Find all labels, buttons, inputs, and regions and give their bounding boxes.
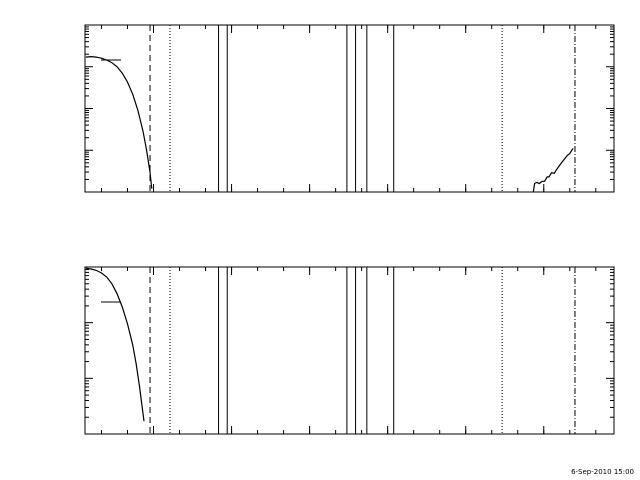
footer-stamp: 6-Sep-2010 15:00 bbox=[571, 468, 634, 476]
plot-frame bbox=[84, 24, 615, 193]
series-line-0 bbox=[85, 55, 153, 189]
series-line-0 bbox=[85, 267, 145, 422]
plot-frame bbox=[84, 266, 615, 435]
series-line-1 bbox=[532, 148, 574, 193]
